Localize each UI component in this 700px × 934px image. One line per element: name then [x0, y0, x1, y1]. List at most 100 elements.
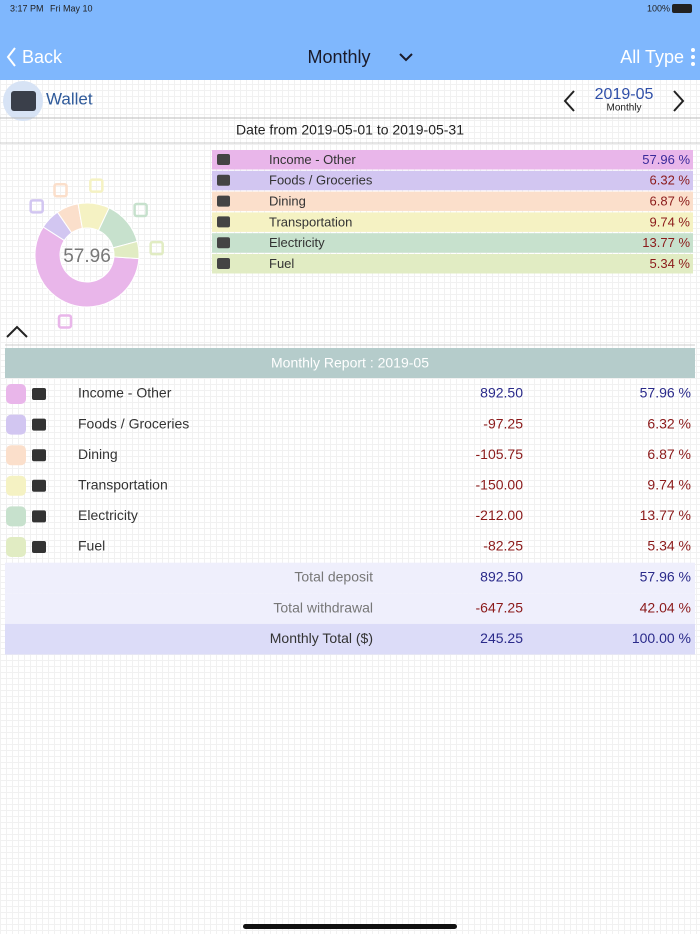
slice-icon [57, 314, 73, 329]
summary-percent: 100.00 % [632, 630, 691, 646]
category-icon [32, 388, 46, 400]
legend-value: 57.96 % [642, 152, 690, 167]
legend-row [212, 233, 693, 253]
amount: -97.25 [483, 415, 523, 431]
category-swatch [6, 475, 26, 496]
summary-row [5, 562, 695, 594]
summary-row [5, 623, 695, 655]
nav-title[interactable]: Monthly [307, 47, 370, 67]
home-indicator [243, 924, 457, 929]
status-date: Fri May 10 [50, 3, 93, 13]
next-period[interactable] [673, 90, 685, 112]
legend-value: 5.34 % [650, 256, 691, 271]
summary-percent: 57.96 % [640, 569, 691, 585]
amount: -212.00 [476, 507, 524, 523]
legend-icon [217, 216, 230, 228]
summary-name: Total withdrawal [273, 599, 373, 615]
category-swatch [6, 414, 26, 435]
summary-row [5, 593, 695, 624]
category-icon [32, 541, 46, 553]
percent: 5.34 % [647, 538, 691, 554]
amount: -82.25 [483, 538, 523, 554]
percent: 6.87 % [647, 446, 691, 462]
slice-icon [133, 202, 148, 218]
percent: 13.77 % [640, 507, 691, 523]
slice-icon [149, 240, 164, 256]
category-swatch [6, 384, 26, 404]
legend-row [212, 191, 693, 212]
status-time: 3:17 PM [10, 3, 44, 13]
filter-button[interactable]: All Type [620, 47, 684, 67]
legend-label: Income - Other [269, 152, 356, 167]
legend-icon [217, 195, 230, 207]
category-icon [32, 449, 46, 462]
legend-value: 6.32 % [650, 173, 691, 188]
legend-icon [217, 237, 230, 249]
summary-name: Monthly Total ($) [270, 630, 373, 646]
wallet-icon [11, 91, 36, 111]
category-swatch [6, 537, 26, 557]
status-battery: 100% [647, 3, 670, 13]
legend-label: Dining [269, 194, 306, 209]
legend-value: 6.87 % [650, 194, 691, 209]
amount: -150.00 [476, 477, 524, 493]
legend-value: 13.77 % [642, 235, 690, 250]
report-title: Monthly Report : 2019-05 [271, 355, 429, 371]
category-swatch [6, 506, 26, 527]
report-header [5, 348, 695, 378]
category-icon [32, 418, 46, 431]
legend-icon [217, 154, 230, 165]
amount: -105.75 [476, 446, 524, 462]
summary-amount: 245.25 [480, 630, 523, 646]
summary-amount: -647.25 [476, 599, 524, 615]
legend-row [212, 212, 693, 232]
category-name: Electricity [78, 507, 138, 523]
legend: Income - Other 57.96 % Foods / Groceries 6.… [212, 150, 693, 274]
percent: 6.32 % [647, 415, 691, 431]
collapse-chevron[interactable] [6, 325, 28, 338]
percent: 57.96 % [640, 385, 691, 401]
slice-icon [89, 178, 104, 193]
category-icon [32, 510, 46, 523]
date-range: Date from 2019-05-01 to 2019-05-31 [236, 122, 464, 138]
dropdown-chevron[interactable] [399, 53, 413, 62]
slice-icon [53, 182, 68, 198]
donut-center-label: 57.96 [63, 246, 111, 267]
legend-icon [217, 258, 230, 269]
summary-percent: 42.04 % [640, 599, 691, 615]
donut-slice [34, 226, 140, 308]
legend-icon [217, 174, 230, 186]
more-icon[interactable] [691, 48, 695, 66]
back-chevron[interactable] [6, 47, 16, 67]
back-button[interactable]: Back [22, 47, 63, 67]
legend-value: 9.74 % [650, 214, 691, 229]
category-name: Fuel [78, 538, 105, 554]
summary-amount: 892.50 [480, 569, 523, 585]
category-name: Dining [78, 446, 118, 462]
legend-label: Electricity [269, 235, 325, 250]
legend-row [212, 170, 693, 191]
category-name: Income - Other [78, 385, 172, 401]
period: 2019-05 [595, 86, 654, 103]
category-name: Transportation [78, 477, 168, 493]
legend-row [212, 254, 693, 274]
donut-slice [112, 240, 140, 260]
legend-label: Fuel [269, 256, 294, 271]
report-table: Income - Other 892.50 57.96 % Foods / Groce… [5, 384, 695, 655]
prev-period[interactable] [563, 90, 575, 112]
account-name[interactable]: Wallet [46, 89, 93, 108]
category-icon [32, 479, 46, 492]
period-type: Monthly [606, 103, 641, 114]
percent: 9.74 % [647, 477, 691, 493]
amount: 892.50 [480, 385, 523, 401]
category-name: Foods / Groceries [78, 415, 189, 431]
category-swatch [6, 445, 26, 466]
legend-label: Transportation [269, 214, 352, 229]
legend-label: Foods / Groceries [269, 173, 373, 188]
nav-bar [0, 0, 700, 80]
summary-name: Total deposit [294, 569, 373, 585]
battery-icon [672, 4, 692, 13]
slice-icon [29, 199, 44, 214]
